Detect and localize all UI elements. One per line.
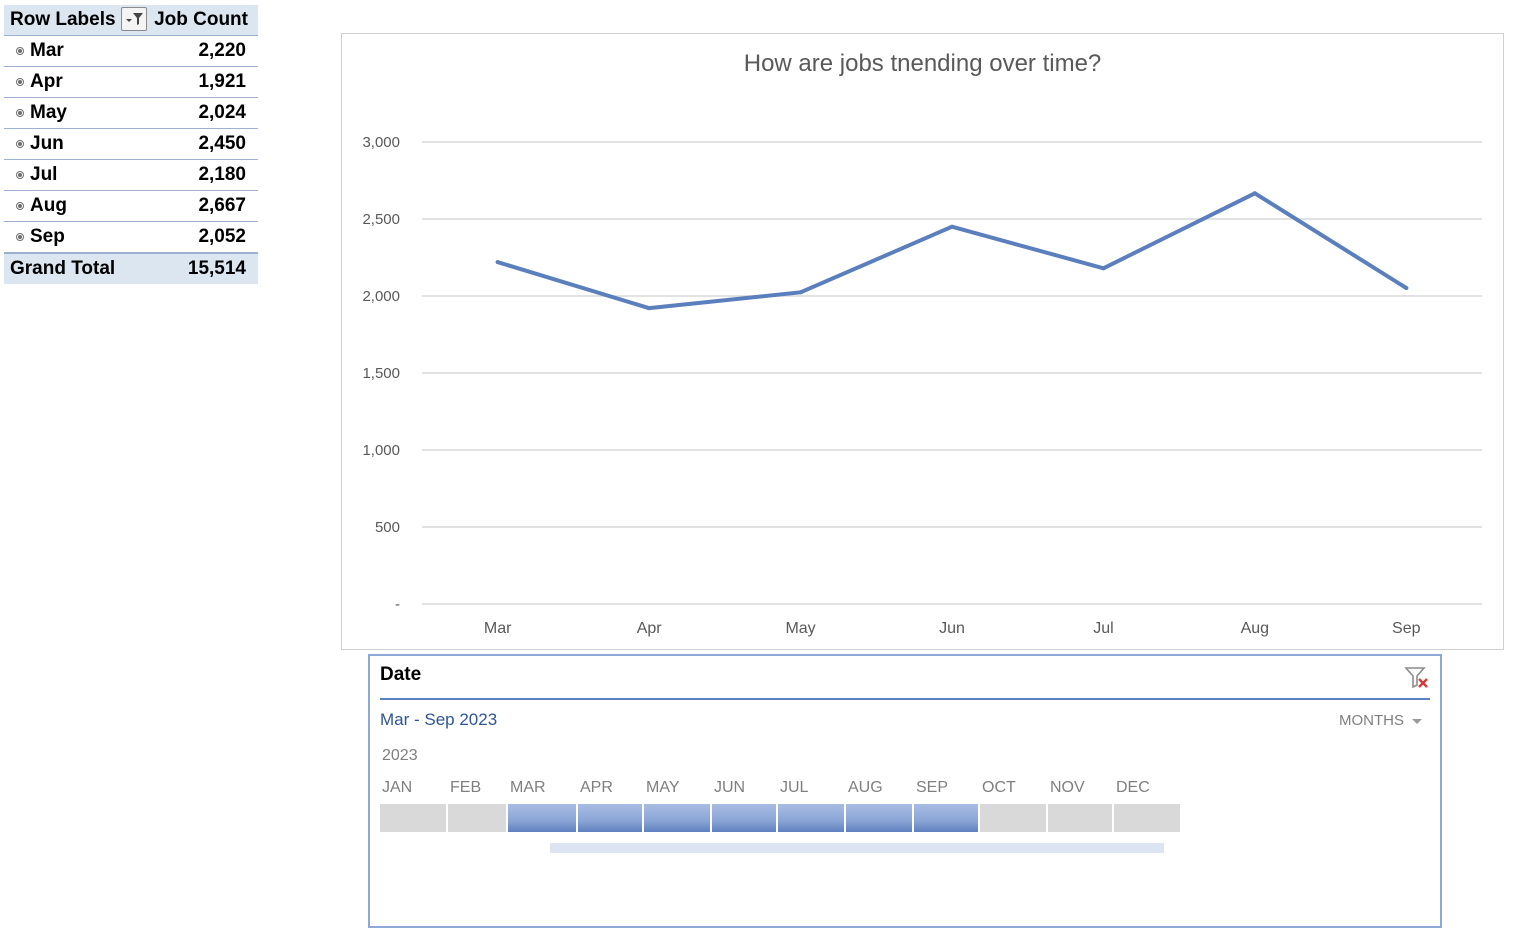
month-label-jan: JAN (382, 779, 413, 796)
month-label-dec: DEC (1116, 779, 1150, 796)
month-tile-dec[interactable] (1114, 804, 1180, 832)
y-tick-label: 500 (375, 519, 400, 536)
data-point (1101, 266, 1106, 271)
chart-title: How are jobs tnending over time? (743, 50, 1102, 77)
expand-icon[interactable] (16, 78, 24, 86)
pivot-rows: Mar 2,220 Apr 1,921 May 2,024 Jun 2,450 Jul 2,180… (4, 36, 258, 253)
pivot-row[interactable]: Jul 2,180 (4, 160, 258, 191)
grand-total-row: Grand Total 15,514 (4, 253, 258, 284)
data-point (798, 290, 803, 295)
y-tick-label: 1,000 (362, 442, 400, 459)
pivot-row-value: 1,921 (198, 71, 246, 92)
x-tick-label: Jul (1093, 620, 1113, 637)
slicer-title: Date (380, 664, 422, 685)
month-label-jun: JUN (714, 779, 746, 796)
pivot-row[interactable]: Sep 2,052 (4, 222, 258, 253)
expand-icon[interactable] (16, 109, 24, 117)
month-tile-jul[interactable] (778, 804, 844, 832)
row-labels-header: Row Labels (10, 9, 116, 30)
x-tick-label: Aug (1241, 620, 1269, 637)
pivot-row-label: Mar (30, 40, 64, 61)
data-point (950, 224, 954, 229)
y-tick-label: 3,000 (362, 134, 400, 151)
pivot-row[interactable]: Jun 2,450 (4, 129, 258, 160)
pivot-row[interactable]: Aug 2,667 (4, 191, 258, 222)
expand-icon[interactable] (16, 233, 24, 241)
month-label-jul: JUL (780, 779, 809, 796)
data-point (1404, 285, 1409, 290)
x-tick-label: Jun (939, 620, 965, 637)
expand-icon[interactable] (16, 140, 24, 148)
series-line (495, 191, 1409, 311)
x-tick-label: Sep (1392, 620, 1421, 637)
pivot-row-value: 2,052 (198, 226, 246, 247)
time-level-dropdown[interactable]: MONTHS (1339, 712, 1422, 729)
month-label-apr: APR (580, 779, 613, 796)
pivot-row[interactable]: Apr 1,921 (4, 67, 258, 98)
pivot-row-label: Jun (30, 133, 64, 154)
pivot-table: Row Labels Job Count Mar 2,220 Apr 1,921 May… (4, 5, 258, 284)
time-level-label: MONTHS (1339, 712, 1404, 729)
selected-range-label: Mar - Sep 2023 (380, 710, 498, 729)
pivot-row[interactable]: May 2,024 (4, 98, 258, 129)
month-tile-oct[interactable] (980, 804, 1046, 832)
date-timeline-slicer[interactable]: Date Mar - Sep 2023 MONTHS 2023 JAN FEB MA… (368, 654, 1442, 928)
month-label-aug: AUG (848, 779, 883, 796)
month-tile-jan[interactable] (380, 804, 446, 832)
pivot-row-value: 2,024 (198, 102, 246, 123)
pivot-row-label: Aug (30, 195, 67, 216)
month-label-oct: OCT (982, 779, 1016, 796)
clear-filter-icon[interactable] (1404, 664, 1430, 690)
expand-icon[interactable] (16, 47, 24, 55)
month-tile-aug[interactable] (846, 804, 912, 832)
y-tick-label: - (395, 596, 400, 613)
timeline-scrollbar[interactable] (550, 843, 1164, 853)
line-chart[interactable]: How are jobs tnending over time? - 500 1,0… (341, 33, 1504, 650)
grand-total-label: Grand Total (10, 258, 116, 279)
year-label: 2023 (382, 747, 418, 764)
slicer-divider (380, 698, 1430, 700)
y-tick-label: 2,000 (362, 288, 400, 305)
month-label-nov: NOV (1050, 779, 1085, 796)
expand-icon[interactable] (16, 171, 24, 179)
month-label-feb: FEB (450, 779, 482, 796)
month-label-sep: SEP (916, 779, 949, 796)
pivot-row[interactable]: Mar 2,220 (4, 36, 258, 67)
pivot-row-label: Sep (30, 226, 65, 247)
grand-total-value: 15,514 (187, 258, 246, 279)
data-point (647, 306, 652, 311)
chart-plot-area: - 500 1,000 1,500 2,000 2,500 3,000 Mar Apr May Ju… (362, 134, 1482, 637)
x-tick-label: May (785, 620, 815, 637)
data-point (1252, 191, 1257, 196)
month-tile-may[interactable] (644, 804, 710, 832)
y-tick-label: 2,500 (362, 211, 400, 228)
month-tile-jun[interactable] (712, 804, 776, 832)
expand-icon[interactable] (16, 202, 24, 210)
job-count-header: Job Count (154, 9, 248, 30)
month-tile-sep[interactable] (914, 804, 978, 832)
data-point (495, 260, 500, 265)
pivot-row-value: 2,180 (198, 164, 246, 185)
x-tick-label: Apr (637, 620, 663, 637)
month-label-mar: MAR (510, 779, 546, 796)
filter-dropdown-icon[interactable] (121, 7, 147, 31)
month-tile-apr[interactable] (578, 804, 642, 832)
pivot-header-row: Row Labels Job Count (4, 5, 258, 36)
pivot-row-value: 2,220 (198, 40, 246, 61)
month-tile-feb[interactable] (448, 804, 506, 832)
pivot-row-label: Jul (30, 164, 58, 185)
month-tile-nov[interactable] (1048, 804, 1112, 832)
pivot-row-label: Apr (30, 71, 63, 92)
pivot-row-value: 2,450 (198, 133, 246, 154)
month-label-may: MAY (646, 779, 680, 796)
chevron-down-icon (1412, 718, 1422, 724)
y-tick-label: 1,500 (362, 365, 400, 382)
pivot-row-label: May (30, 102, 67, 123)
x-tick-label: Mar (484, 620, 512, 637)
month-tile-mar[interactable] (508, 804, 576, 832)
pivot-row-value: 2,667 (198, 195, 246, 216)
